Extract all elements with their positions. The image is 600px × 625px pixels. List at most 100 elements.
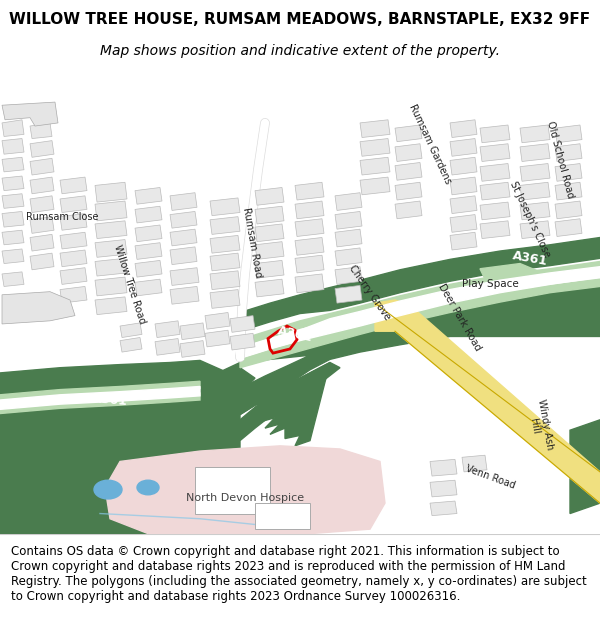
Polygon shape [395,162,422,180]
Polygon shape [450,232,477,250]
Polygon shape [30,123,52,139]
Polygon shape [240,281,600,414]
Polygon shape [0,386,200,409]
Polygon shape [240,238,600,331]
Polygon shape [2,292,75,324]
Polygon shape [2,158,24,172]
Polygon shape [105,446,385,534]
Polygon shape [30,177,54,194]
Polygon shape [2,176,24,191]
Polygon shape [375,300,600,503]
Polygon shape [520,221,550,239]
Polygon shape [430,480,457,497]
Polygon shape [170,247,197,264]
Polygon shape [155,339,180,355]
Text: Rumsam Gardens: Rumsam Gardens [407,102,453,185]
Polygon shape [95,258,127,276]
Polygon shape [210,217,240,234]
Bar [255,503,310,529]
Polygon shape [2,139,24,154]
Polygon shape [295,255,324,273]
Polygon shape [60,250,87,267]
Polygon shape [555,201,582,219]
Polygon shape [210,198,240,216]
Polygon shape [450,120,477,138]
Text: Map shows position and indicative extent of the property.: Map shows position and indicative extent… [100,44,500,58]
Polygon shape [450,177,477,195]
Polygon shape [95,277,127,296]
Polygon shape [480,125,510,142]
Polygon shape [555,164,582,181]
Polygon shape [395,182,422,200]
Polygon shape [480,221,510,239]
Text: Cherry Grove: Cherry Grove [347,263,392,322]
Polygon shape [555,182,582,200]
Polygon shape [240,267,600,358]
Polygon shape [450,214,477,232]
Polygon shape [230,333,255,350]
Polygon shape [0,366,200,397]
Polygon shape [170,211,197,228]
Polygon shape [360,139,390,156]
Polygon shape [155,321,180,338]
Polygon shape [60,214,87,230]
Polygon shape [335,286,362,303]
Polygon shape [0,362,340,534]
Polygon shape [230,316,255,332]
Polygon shape [205,330,230,347]
Polygon shape [60,196,87,212]
Polygon shape [60,286,87,303]
Polygon shape [135,261,162,277]
Polygon shape [335,267,362,284]
Text: Contains OS data © Crown copyright and database right 2021. This information is : Contains OS data © Crown copyright and d… [11,545,587,603]
Polygon shape [360,177,390,195]
Polygon shape [555,219,582,236]
Text: WILLOW TREE HOUSE, RUMSAM MEADOWS, BARNSTAPLE, EX32 9FF: WILLOW TREE HOUSE, RUMSAM MEADOWS, BARNS… [10,12,590,27]
Polygon shape [0,381,200,403]
Polygon shape [520,125,550,142]
Polygon shape [335,229,362,247]
Polygon shape [170,268,199,286]
Polygon shape [210,289,240,308]
Polygon shape [240,362,330,446]
Polygon shape [60,232,87,249]
Polygon shape [95,182,127,202]
Text: Deer Park Road: Deer Park Road [437,282,483,353]
Polygon shape [180,341,205,357]
Polygon shape [2,194,24,208]
Polygon shape [295,219,324,236]
Polygon shape [450,196,477,214]
Polygon shape [480,164,510,181]
Polygon shape [95,297,127,314]
Text: A361: A361 [511,249,548,268]
Polygon shape [430,459,457,476]
Polygon shape [335,211,362,229]
Polygon shape [555,144,582,161]
Text: Play Space: Play Space [461,279,518,289]
Polygon shape [0,362,240,399]
Polygon shape [480,144,510,161]
Polygon shape [480,182,510,200]
Polygon shape [255,261,284,278]
Polygon shape [170,192,197,211]
Polygon shape [2,211,24,227]
Polygon shape [395,144,422,161]
Polygon shape [450,158,477,175]
Polygon shape [120,338,142,352]
Text: Willow Tree Road: Willow Tree Road [112,244,148,325]
Polygon shape [480,202,510,220]
Polygon shape [2,230,24,245]
Text: Old School Road: Old School Road [545,119,575,199]
Polygon shape [255,242,284,259]
Polygon shape [360,158,390,175]
Polygon shape [0,392,200,414]
Text: Rumsam Road: Rumsam Road [241,207,263,279]
Polygon shape [135,206,162,223]
Polygon shape [30,253,54,270]
Polygon shape [295,274,324,292]
Polygon shape [360,120,390,138]
Polygon shape [135,242,162,259]
Bar [195,467,270,514]
Polygon shape [95,221,127,239]
Polygon shape [520,182,550,200]
